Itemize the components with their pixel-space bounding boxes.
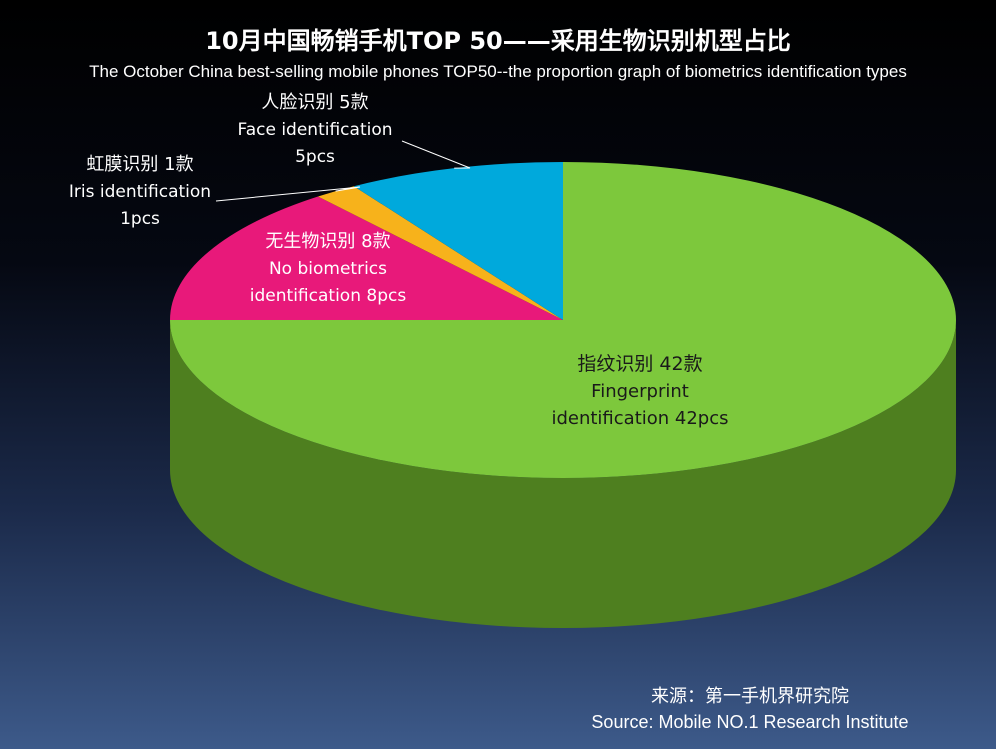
chart-subtitle: The October China best-selling mobile ph… [89, 62, 907, 81]
slice-label-en1-0: Fingerprint [591, 381, 689, 402]
pie-slice-3 [353, 162, 563, 320]
leader-line-2 [215, 186, 361, 202]
slice-label-en2-0: identification 42pcs [551, 408, 728, 429]
chart-title: 10月中国畅销手机TOP 50——采用生物识别机型占比 [205, 27, 791, 55]
leader-lines [215, 140, 471, 202]
slice-label-en1-1: No biometrics [269, 259, 387, 279]
source-en: Source: Mobile NO.1 Research Institute [591, 712, 909, 732]
pie-slice-2 [317, 186, 563, 320]
leader-line-3 [401, 140, 471, 169]
pie-side-0-0 [170, 320, 956, 628]
slice-label-en2-1: identification 8pcs [250, 286, 407, 306]
slice-label-cn-3: 人脸识别 5款 [261, 92, 368, 113]
slice-labels: 指纹识别 42款 Fingerprint identification 42pcs 无… [69, 92, 729, 429]
pie-sides [170, 320, 956, 628]
slice-label-en1-2: Iris identification [69, 182, 211, 202]
slice-label-en1-3: Face identification [237, 120, 392, 140]
slice-label-cn-1: 无生物识别 8款 [265, 231, 390, 252]
source-cn: 来源：第一手机界研究院 [651, 686, 849, 707]
slice-label-cn-0: 指纹识别 42款 [577, 353, 702, 375]
slice-label-cn-2: 虹膜识别 1款 [86, 154, 193, 175]
pie-tops [170, 162, 956, 478]
slice-label-en2-2: 1pcs [120, 209, 160, 229]
slice-label-en2-3: 5pcs [295, 147, 335, 167]
pie-slice-1 [170, 196, 563, 320]
source-note: 来源：第一手机界研究院 Source: Mobile NO.1 Research… [540, 684, 960, 734]
